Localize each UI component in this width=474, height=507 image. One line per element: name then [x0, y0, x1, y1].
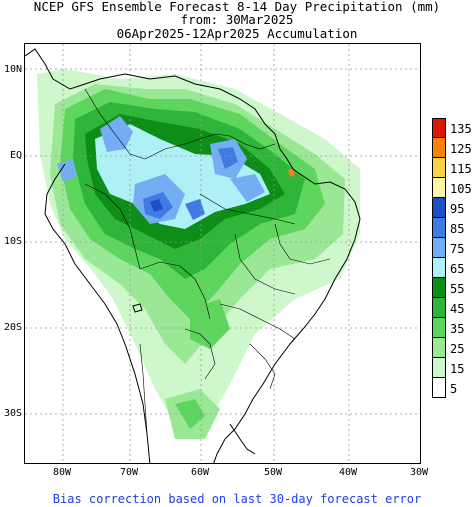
legend-label: 5	[450, 382, 458, 396]
map-title-line2: from: 30Mar2025	[180, 12, 294, 27]
lat-label-20s: 20S	[3, 322, 22, 333]
precip-central-patch	[190, 299, 230, 349]
legend-swatch	[432, 198, 446, 218]
lat-label-30s: 30S	[3, 408, 22, 419]
legend-swatch	[432, 178, 446, 198]
precip-85-zone-c	[185, 199, 205, 220]
border-brazil-states-e	[249, 343, 276, 390]
lon-label-30w: 30W	[409, 467, 429, 478]
uruguay-coast	[229, 423, 256, 455]
border-colombia-venezuela	[84, 88, 146, 160]
border-argentina-chile	[139, 343, 148, 435]
precip-95-zone	[150, 199, 163, 212]
legend-swatch	[432, 338, 446, 358]
lat-label-10s: 10S	[3, 236, 22, 247]
legend-label: 65	[450, 262, 465, 276]
legend-label: 75	[450, 242, 465, 256]
legend-label: 35	[450, 322, 465, 336]
border-brazil-states-c	[274, 223, 331, 265]
map-title-line1: NCEP GFS Ensemble Forecast 8-14 Day Prec…	[33, 0, 441, 14]
map-title-line3: 06Apr2025-12Apr2025 Accumulation	[116, 26, 358, 41]
precip-85-zone-b	[218, 147, 238, 169]
border-paraguay	[184, 328, 216, 380]
precip-75-zone-d	[57, 159, 77, 182]
legend-swatch	[432, 298, 446, 318]
legend-label: 55	[450, 282, 465, 296]
south-america-coastline	[25, 48, 361, 463]
map-canvas	[25, 44, 420, 463]
lon-label-70w: 70W	[119, 467, 139, 478]
legend-label: 125	[450, 142, 472, 156]
legend-label: 85	[450, 222, 465, 236]
legend-swatch	[432, 258, 446, 278]
lon-label-50w: 50W	[263, 467, 283, 478]
bias-correction-note: Bias correction based on last 30-day for…	[52, 492, 422, 506]
legend-swatch	[432, 218, 446, 238]
precip-amapa-orange	[288, 168, 295, 177]
lat-label-eq: EQ	[9, 150, 22, 161]
border-guianas	[214, 133, 276, 150]
border-brazil-states-d	[219, 303, 296, 340]
legend-swatch	[432, 158, 446, 178]
legend-swatch	[432, 318, 446, 338]
border-venezuela-brazil	[144, 133, 216, 160]
legend-label: 105	[450, 182, 472, 196]
border-peru-brazil	[84, 183, 141, 270]
precipitation-field	[37, 69, 360, 439]
legend-label: 135	[450, 122, 472, 136]
legend-label: 45	[450, 302, 465, 316]
country-borders	[84, 88, 331, 435]
legend-label: 115	[450, 162, 472, 176]
lat-lon-grid	[25, 44, 420, 463]
lon-label-80w: 80W	[52, 467, 72, 478]
border-bolivia-brazil	[139, 261, 211, 320]
precipitation-map	[24, 43, 421, 464]
legend-swatch	[432, 278, 446, 298]
border-brazil-states-a	[199, 193, 296, 225]
legend-swatch	[432, 378, 446, 398]
coastlines	[25, 48, 361, 463]
lon-label-40w: 40W	[338, 467, 358, 478]
legend-label: 15	[450, 362, 465, 376]
legend-swatch	[432, 238, 446, 258]
lat-label-10n: 10N	[3, 64, 22, 75]
border-brazil-states-b	[234, 233, 296, 295]
legend-swatch	[432, 138, 446, 158]
lon-label-60w: 60W	[190, 467, 210, 478]
lake-titicaca	[132, 303, 143, 313]
precip-75-zone-e	[230, 174, 265, 202]
legend-swatch	[432, 118, 446, 138]
legend-label: 25	[450, 342, 465, 356]
legend-swatch	[432, 358, 446, 378]
legend-label: 95	[450, 202, 465, 216]
